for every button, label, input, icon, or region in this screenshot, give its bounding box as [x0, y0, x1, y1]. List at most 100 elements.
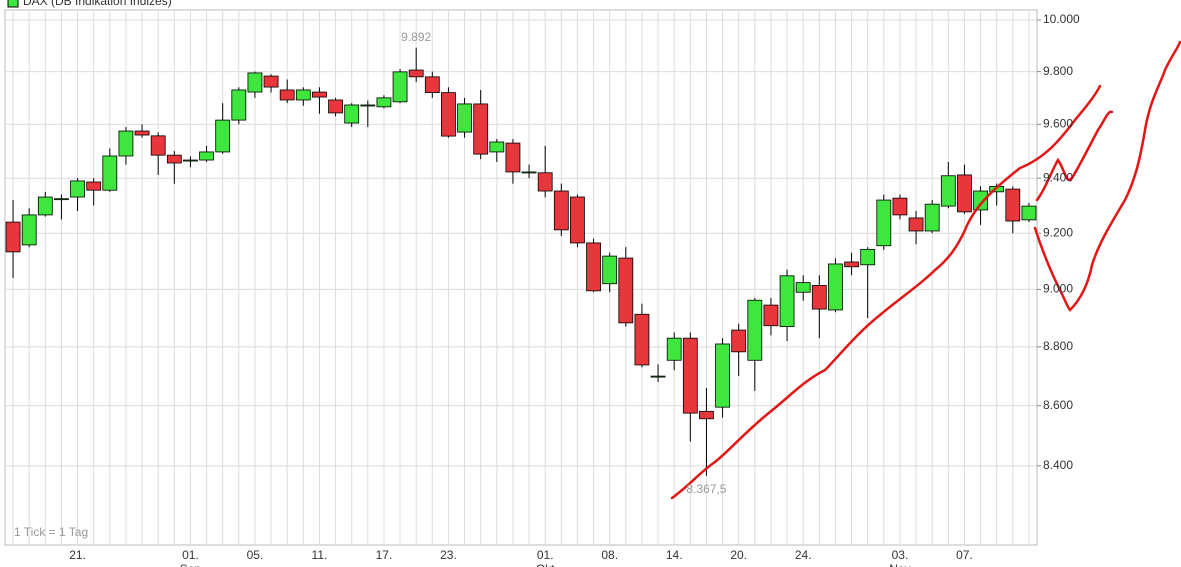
candle-body [731, 329, 747, 353]
x-month-label: Nov [889, 562, 910, 567]
candle-body [537, 172, 553, 192]
candle-body [312, 91, 327, 98]
legend-label: DAX (DB Indikation Indizes) [23, 0, 172, 8]
candle-body [392, 71, 408, 103]
x-tick-label: 07. [956, 548, 973, 562]
candle-body [924, 203, 940, 232]
candle-body [940, 175, 956, 207]
candle-body [295, 89, 311, 101]
x-tick-label: 08. [601, 548, 618, 562]
candle-body [37, 196, 53, 216]
x-tick-label: 24. [795, 548, 812, 562]
plot-area [4, 9, 1038, 546]
candle-body [634, 313, 650, 366]
candle-body [747, 299, 763, 361]
candle-body [247, 72, 263, 93]
candle-body [263, 75, 279, 88]
candle-body [957, 174, 972, 213]
x-tick-label: 20. [730, 548, 747, 562]
hand-drawn-annotation [670, 40, 1181, 500]
y-tick-label: 9.000 [1043, 282, 1073, 296]
candle-body [408, 69, 424, 78]
candle-body [70, 180, 85, 198]
y-tick-label: 9.800 [1043, 64, 1073, 78]
candle-body [344, 104, 360, 124]
trend-stroke [1033, 40, 1181, 312]
candle-body [5, 221, 21, 253]
candle-body [376, 97, 392, 108]
candle-body [602, 255, 618, 285]
y-tick-label: 8.800 [1043, 339, 1073, 353]
y-tick-label: 9.200 [1043, 225, 1073, 239]
x-month-label: Okt [536, 562, 555, 567]
candle-body [779, 275, 795, 328]
y-tick-label: 9.600 [1043, 117, 1073, 131]
candle-body [844, 261, 859, 268]
x-tick-label: 23. [440, 548, 457, 562]
candle-body [586, 242, 601, 292]
extreme-label: 9.892 [401, 30, 431, 44]
candle-body [166, 154, 182, 164]
candle-body [650, 375, 666, 378]
y-tick-label: 8.400 [1043, 458, 1073, 472]
candle-body [505, 142, 521, 173]
extreme-label: 8.367,5 [686, 482, 726, 496]
candle-body [424, 76, 440, 93]
note: 1 Tick = 1 Tag [14, 525, 88, 539]
x-tick-label: 14. [666, 548, 683, 562]
x-tick-label: 21. [69, 548, 86, 562]
candle-body [795, 282, 811, 293]
candle-body [134, 130, 150, 136]
candle-body [715, 343, 730, 408]
candle-body [699, 410, 714, 420]
candle-body [215, 119, 231, 153]
candle-body [553, 190, 569, 231]
grid [5, 10, 1037, 545]
candle-body [618, 257, 634, 324]
candle-body [682, 337, 698, 414]
candle-body [102, 155, 118, 191]
candle-body [570, 196, 585, 244]
candle-body [150, 135, 166, 156]
candle-body [892, 197, 908, 216]
candle-body [360, 104, 376, 107]
y-tick-label: 8.600 [1043, 398, 1073, 412]
y-tick-label: 9.400 [1043, 170, 1073, 184]
x-tick-label: 01. [537, 548, 554, 562]
candle-body [473, 103, 489, 155]
candle-body [441, 92, 456, 137]
candle-body [21, 214, 37, 246]
candle-body [521, 171, 537, 174]
candle-body [279, 89, 295, 101]
candle-body [1021, 205, 1037, 221]
candle-body [118, 130, 134, 157]
candle-body [811, 285, 827, 310]
candle-body [1005, 188, 1021, 222]
x-tick-label: 11. [312, 548, 328, 562]
x-tick-label: 03. [892, 548, 909, 562]
candle-body [328, 99, 343, 114]
x-tick-label: 05. [247, 548, 264, 562]
candle-body [973, 190, 988, 211]
x-tick-label: 01. [182, 548, 199, 562]
candle-body [199, 151, 214, 161]
candle-body [860, 248, 876, 266]
candle-body [666, 337, 682, 361]
candle-body [183, 159, 198, 162]
candle-body [457, 103, 472, 133]
marks [5, 47, 1037, 476]
candle-body [876, 199, 892, 247]
x-month-label: Sep [180, 562, 202, 567]
candle-body [231, 89, 247, 121]
y-tick-label: 10.000 [1043, 12, 1080, 26]
candle-body [908, 217, 924, 232]
candle-body [763, 304, 779, 327]
candle-body [54, 198, 69, 201]
candle-body [86, 181, 102, 191]
trend-stroke [1035, 110, 1114, 202]
trend-stroke [670, 84, 1102, 500]
x-tick-label: 17. [376, 548, 393, 562]
candle-body [828, 263, 843, 311]
legend-swatch [7, 0, 19, 8]
